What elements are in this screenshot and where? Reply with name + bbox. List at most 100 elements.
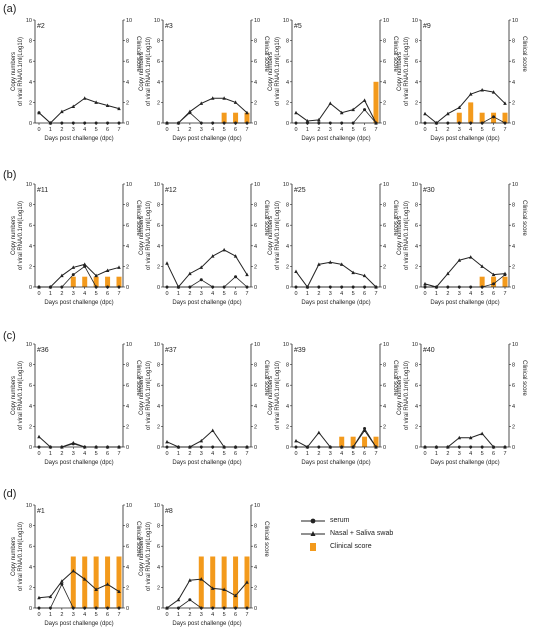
y-axis-label: Copy numbers <box>397 376 403 415</box>
swab-point <box>48 285 53 289</box>
x-tick-label: 4 <box>211 451 214 457</box>
x-tick-label: 3 <box>200 127 203 133</box>
x-tick-label: 3 <box>72 127 75 133</box>
y2-tick-label: 10 <box>254 503 260 509</box>
y-tick-label: 6 <box>29 544 32 550</box>
y-tick-label: 10 <box>154 503 160 509</box>
swab-point <box>468 92 473 96</box>
y2-axis-label: Clinical score <box>521 200 527 236</box>
serum-line <box>425 116 506 124</box>
x-tick-label: 1 <box>177 612 180 618</box>
swab-point <box>305 445 310 449</box>
x-tick-label: 2 <box>446 291 449 297</box>
y-tick-label: 6 <box>286 59 289 65</box>
y-tick-label: 0 <box>286 285 289 291</box>
score-bar <box>82 276 88 287</box>
x-tick-label: 0 <box>294 127 297 133</box>
y2-tick-label: 6 <box>254 383 257 389</box>
y2-tick-label: 0 <box>383 121 386 127</box>
y-axis-label: of viral RNA/0.1ml(Log10) <box>146 361 152 430</box>
x-tick-label: 0 <box>423 127 426 133</box>
score-bar <box>456 112 462 123</box>
y2-tick-label: 8 <box>126 363 129 369</box>
y-axis-label: of viral RNA/0.1ml(Log10) <box>146 37 152 106</box>
x-tick-label: 7 <box>374 451 377 457</box>
swab-line <box>295 261 377 288</box>
y2-axis-label: Clinical score <box>263 360 269 396</box>
y-tick-label: 2 <box>415 264 418 270</box>
x-tick-label: 6 <box>234 612 237 618</box>
swab-point <box>105 445 110 449</box>
y2-tick-label: 10 <box>512 182 518 188</box>
swab-point <box>294 110 298 115</box>
x-tick-label: 7 <box>117 127 120 133</box>
chart-panel: 0 2 4 6 8 10 0 2 4 6 8 10 0 1 2 3 4 5 6 7 Days post challeng… <box>397 182 527 306</box>
x-tick-label: 3 <box>329 127 332 133</box>
x-tick-label: 0 <box>294 451 297 457</box>
y2-tick-label: 0 <box>254 606 257 612</box>
swab-line <box>295 429 377 448</box>
y-tick-label: 2 <box>286 424 289 430</box>
y-tick-label: 6 <box>29 59 32 65</box>
y2-tick-label: 2 <box>126 100 129 106</box>
y-tick-label: 6 <box>29 223 32 229</box>
swab-line <box>38 570 120 599</box>
y2-tick-label: 0 <box>126 121 129 127</box>
y-tick-label: 0 <box>29 285 32 291</box>
score-bar <box>502 276 508 287</box>
y2-tick-label: 0 <box>512 445 515 451</box>
swab-point <box>245 110 249 115</box>
x-tick-label: 1 <box>49 291 52 297</box>
score-bar <box>373 81 379 123</box>
swab-point <box>60 445 64 449</box>
x-tick-label: 1 <box>177 127 180 133</box>
swab-point <box>245 580 249 584</box>
swab-point <box>222 247 226 252</box>
y-tick-label: 2 <box>415 424 418 430</box>
x-tick-label: 7 <box>374 291 377 297</box>
serum-point <box>328 285 332 289</box>
swab-line <box>166 249 248 288</box>
y2-tick-label: 4 <box>512 404 515 410</box>
y-tick-label: 4 <box>415 80 418 86</box>
swab-point <box>317 430 321 435</box>
y2-tick-label: 8 <box>512 363 515 369</box>
swab-point <box>71 265 76 269</box>
x-tick-label: 3 <box>200 451 203 457</box>
y-axis-label: Copy numbers <box>139 376 145 415</box>
y2-tick-label: 2 <box>512 264 515 270</box>
serum-point <box>37 606 41 610</box>
swab-point <box>210 586 215 590</box>
x-tick-label: 5 <box>223 451 226 457</box>
swab-point <box>82 577 87 581</box>
score-bar <box>479 276 485 287</box>
y2-tick-label: 10 <box>126 182 132 188</box>
y-tick-label: 8 <box>29 524 32 530</box>
y-tick-label: 8 <box>29 39 32 45</box>
x-tick-label: 2 <box>60 291 63 297</box>
serum-point <box>294 285 298 289</box>
x-tick-label: 5 <box>223 291 226 297</box>
serum-point <box>48 606 52 610</box>
legend-label-serum: serum <box>330 517 350 524</box>
y2-tick-label: 2 <box>126 264 129 270</box>
y-tick-label: 6 <box>157 544 160 550</box>
x-tick-label: 5 <box>352 127 355 133</box>
x-tick-label: 6 <box>106 291 109 297</box>
swab-point <box>71 104 76 109</box>
y-axis-label: Copy numbers <box>139 537 145 576</box>
serum-point <box>222 121 226 125</box>
score-bar <box>116 556 122 608</box>
swab-point <box>71 440 76 445</box>
serum-point <box>480 445 484 449</box>
serum-point <box>317 285 321 289</box>
x-tick-label: 2 <box>317 127 320 133</box>
swab-point <box>48 121 53 125</box>
serum-point <box>480 285 484 289</box>
swab-point <box>165 261 169 265</box>
score-bar <box>244 112 250 123</box>
x-tick-label: 2 <box>60 451 63 457</box>
y-tick-label: 4 <box>157 404 160 410</box>
serum-point <box>106 606 110 610</box>
y2-tick-label: 0 <box>126 606 129 612</box>
